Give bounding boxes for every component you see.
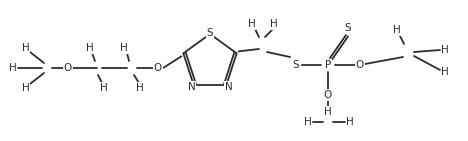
Text: O: O (64, 63, 72, 73)
Text: N: N (188, 82, 196, 92)
Text: H: H (136, 83, 144, 93)
Text: O: O (154, 63, 162, 73)
Text: O: O (356, 60, 364, 70)
Text: H: H (346, 117, 354, 127)
Text: H: H (441, 45, 449, 55)
Text: H: H (22, 83, 30, 93)
Text: H: H (441, 67, 449, 77)
Text: H: H (86, 43, 94, 53)
Text: H: H (248, 19, 256, 29)
Text: H: H (393, 25, 401, 35)
Text: S: S (207, 28, 213, 38)
Text: O: O (324, 90, 332, 100)
Text: H: H (120, 43, 128, 53)
Text: H: H (22, 43, 30, 53)
Text: H: H (304, 117, 312, 127)
Text: H: H (100, 83, 108, 93)
Text: S: S (292, 60, 300, 70)
Text: N: N (225, 82, 232, 92)
Text: H: H (324, 107, 332, 117)
Text: P: P (325, 60, 331, 70)
Text: H: H (9, 63, 17, 73)
Text: S: S (345, 23, 351, 33)
Text: H: H (270, 19, 278, 29)
